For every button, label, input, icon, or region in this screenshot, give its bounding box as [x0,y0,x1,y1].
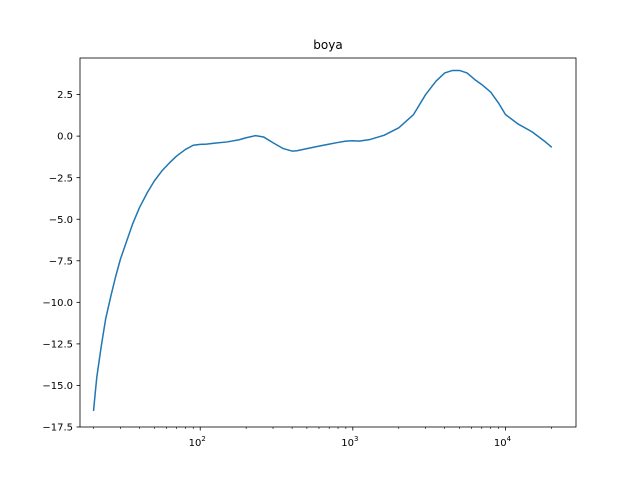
x-tick-label: 103 [341,435,358,449]
y-tick-label: 0.0 [57,132,73,143]
x-tick-label-exponent: 2 [201,435,205,443]
y-tick-label: −7.5 [49,256,73,267]
chart-title: boya [313,38,342,52]
axes-frame [79,57,577,428]
y-tick-label: −10.0 [42,298,73,309]
x-tick-label-base: 10 [341,438,354,449]
y-axis: 2.5 0.0 −2.5 −5.0 −7.5 −10.0 −12.5 −15.0 −17.5 [42,90,80,434]
plot-area [92,69,553,412]
y-tick-label: −15.0 [42,381,73,392]
x-tick-label: 104 [494,435,512,449]
x-tick-label-exponent: 3 [354,435,358,443]
x-tick-label-base: 10 [494,438,507,449]
x-axis: 102 103 104 [93,427,552,449]
y-tick-label: −17.5 [42,423,73,434]
series-line [92,69,553,412]
y-tick-label: 2.5 [57,90,73,101]
x-tick-label-exponent: 4 [507,435,512,443]
x-tick-label: 102 [189,435,206,449]
y-tick-label: −12.5 [42,339,73,350]
y-tick-label: −5.0 [49,215,73,226]
x-tick-label-base: 10 [189,438,202,449]
y-tick-label: −2.5 [49,173,73,184]
